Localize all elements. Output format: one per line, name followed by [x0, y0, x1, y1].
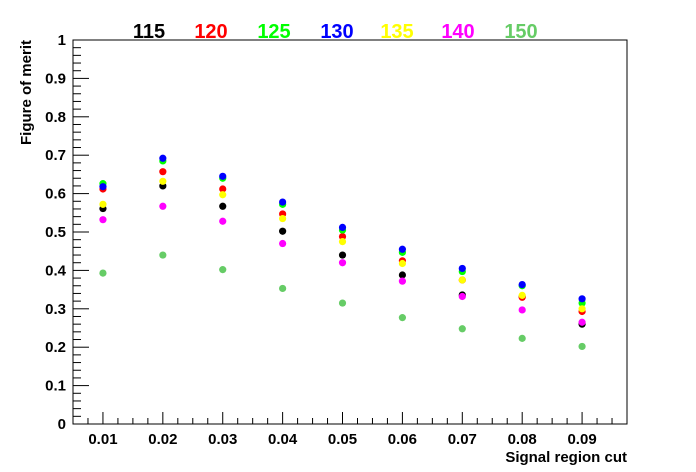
data-point-115 [338, 251, 347, 259]
legend-entry-120: 120 [194, 21, 227, 43]
data-point-120 [159, 168, 167, 176]
y-tick-label: 0 [58, 416, 66, 433]
data-point-140 [219, 217, 227, 225]
legend: 115 120 125 130 135 140 150 [133, 21, 538, 43]
data-point-140 [159, 202, 167, 210]
x-tick-label: 0.08 [508, 431, 537, 448]
data-point-150 [518, 334, 526, 342]
y-tick-label: 1 [58, 32, 66, 49]
data-point-135 [518, 291, 526, 299]
data-points [99, 154, 586, 351]
legend-entry-115: 115 [133, 21, 165, 43]
data-point-150 [398, 314, 407, 322]
y-tick-label: 0.6 [45, 186, 66, 203]
data-point-130 [398, 245, 407, 253]
data-point-130 [518, 281, 526, 289]
data-point-135 [99, 200, 107, 208]
data-point-135 [279, 214, 287, 223]
x-tick-label: 0.05 [328, 431, 357, 448]
data-point-150 [458, 325, 466, 333]
data-point-135 [398, 259, 407, 268]
legend-entry-150: 150 [504, 21, 537, 43]
legend-entry-125: 125 [257, 21, 290, 43]
data-point-130 [99, 183, 107, 191]
legend-entry-130: 130 [320, 21, 353, 43]
x-tick-label: 0.04 [268, 431, 298, 448]
data-point-140 [279, 239, 287, 248]
data-point-135 [219, 191, 227, 199]
data-point-130 [578, 295, 586, 303]
data-point-120 [219, 185, 227, 193]
data-point-135 [458, 276, 466, 284]
data-point-115 [279, 227, 287, 235]
y-tick-label: 0.3 [45, 301, 66, 318]
data-point-150 [279, 284, 287, 293]
data-point-150 [338, 299, 347, 307]
data-point-135 [159, 177, 167, 185]
x-axis-label: Signal region cut [505, 449, 627, 466]
y-tick-label: 0.7 [45, 147, 66, 164]
data-point-115 [219, 202, 227, 210]
data-point-140 [99, 216, 107, 224]
data-point-150 [159, 251, 167, 259]
data-point-130 [219, 172, 227, 180]
y-tick-label: 0.4 [45, 262, 67, 279]
x-tick-label: 0.03 [208, 431, 237, 448]
y-tick-label: 0.2 [45, 339, 66, 356]
data-point-150 [578, 342, 586, 351]
x-tick-label: 0.06 [388, 431, 417, 448]
data-point-140 [578, 318, 586, 326]
data-point-140 [458, 292, 466, 301]
data-point-150 [99, 269, 107, 277]
x-tick-label: 0.02 [148, 431, 177, 448]
x-tick-label: 0.07 [448, 431, 477, 448]
plot-frame [72, 39, 628, 425]
legend-entry-140: 140 [441, 21, 474, 43]
data-point-140 [398, 277, 407, 285]
data-point-135 [578, 305, 586, 313]
y-tick-label: 0.8 [45, 109, 66, 126]
data-point-130 [458, 264, 466, 273]
data-point-130 [159, 154, 167, 162]
x-tick-label: 0.01 [88, 431, 117, 448]
y-tick-label: 0.9 [45, 70, 66, 87]
data-point-130 [338, 223, 347, 231]
x-tick-label: 0.09 [567, 431, 596, 448]
data-point-140 [518, 306, 526, 314]
data-point-140 [338, 259, 347, 267]
data-point-120 [338, 233, 347, 241]
y-tick-label: 0.1 [45, 378, 66, 395]
data-point-130 [279, 198, 287, 206]
y-tick-label: 0.5 [45, 224, 66, 241]
legend-entry-135: 135 [380, 21, 413, 43]
data-point-135 [338, 238, 347, 246]
axes: 0.01 0.02 0.03 0.04 0.05 0.06 0.07 0.08 0.09 0 0.1… [45, 32, 628, 448]
data-point-150 [219, 266, 227, 274]
y-axis-label: Figure of merit [18, 40, 35, 145]
data-point-115 [398, 271, 407, 279]
